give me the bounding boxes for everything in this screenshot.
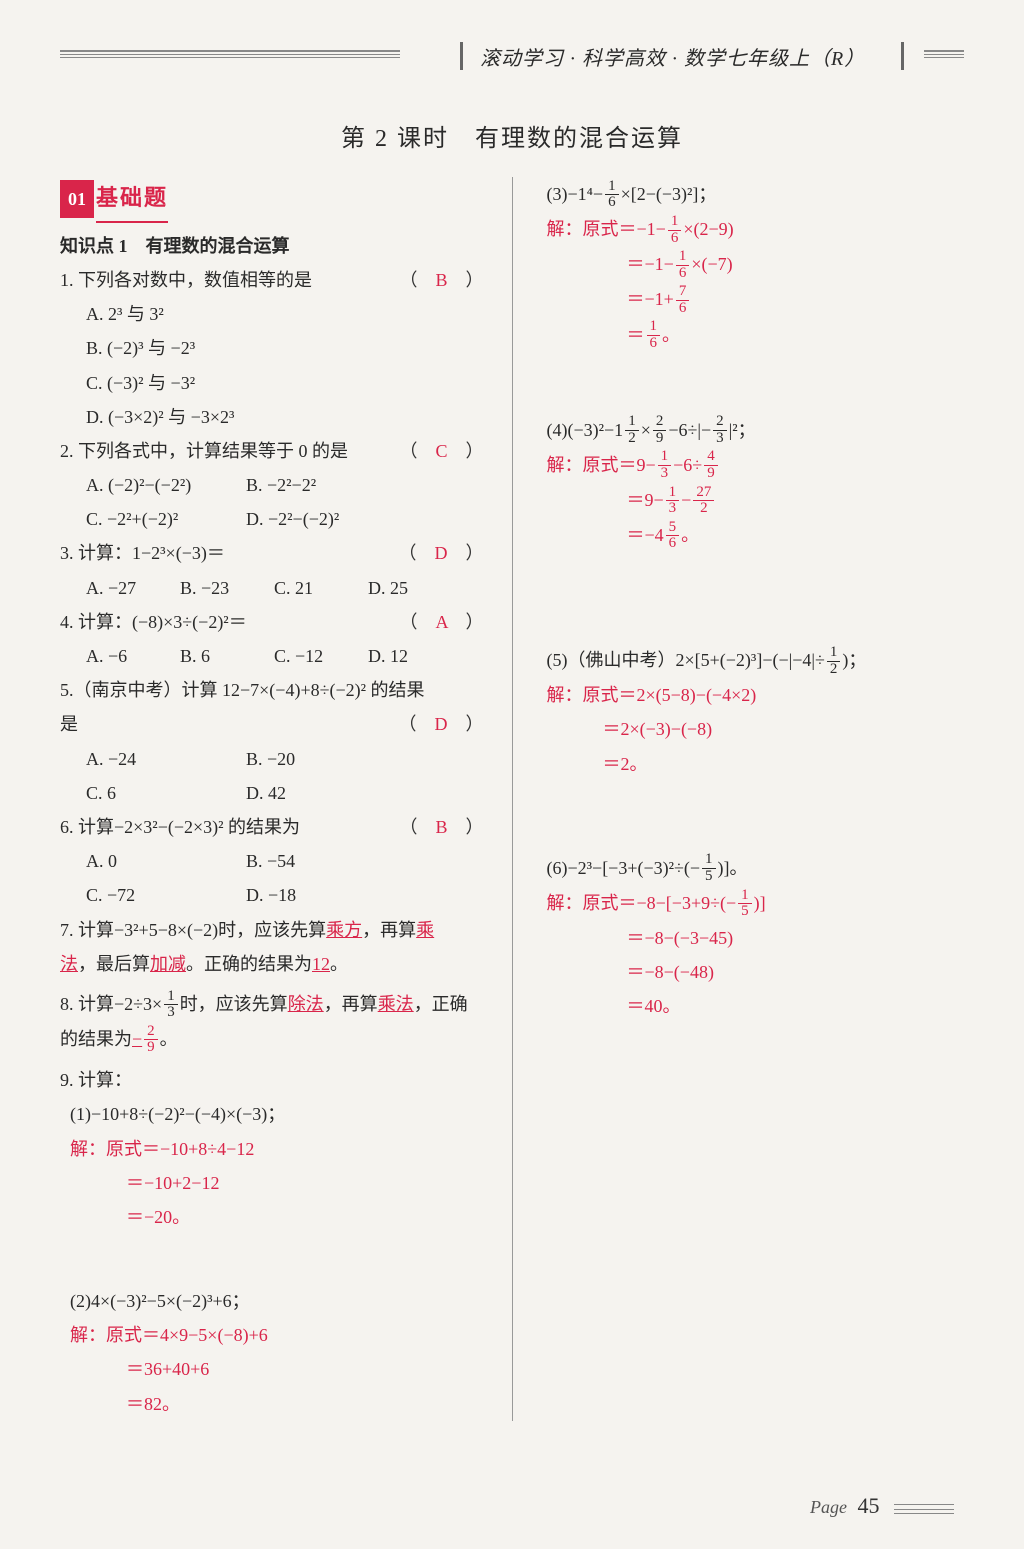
q9-part4-expr: (4)(−3)²−112×29−6÷|−23|²；	[537, 413, 965, 448]
q8-blank1: 除法	[288, 994, 324, 1014]
left-column: 01基础题 知识点 1 有理数的混合运算 1. 下列各对数中，数值相等的是 （ …	[60, 177, 488, 1421]
answer-paren: （ D ）	[399, 536, 484, 570]
page-number: 45	[858, 1493, 880, 1518]
header-rule-left	[60, 50, 400, 58]
question-8: 8. 计算−2÷3×13时，应该先算除法，再算乘法，正确 的结果为−29。	[60, 987, 488, 1057]
q2-answer: C	[435, 441, 447, 461]
q6-answer: B	[435, 817, 447, 837]
q4-opts: A. −6B. 6C. −12D. 12	[60, 639, 488, 673]
q9-p2-s3: ＝82。	[60, 1387, 488, 1421]
q5-answer: D	[435, 714, 448, 734]
question-5: 5.（南京中考）计算 12−7×(−4)+8÷(−2)² 的结果 是 （ D ）	[60, 673, 488, 741]
q7-blank1: 乘方	[326, 920, 362, 940]
running-title: 滚动学习 · 科学高效 · 数学七年级上（R）	[480, 42, 865, 71]
q7-blank4: 12	[312, 954, 330, 974]
question-4: 4. 计算：(−8)×3÷(−2)²＝ （ A ）	[60, 605, 488, 639]
q6-stem: 6. 计算−2×3²−(−2×3)² 的结果为	[60, 817, 300, 837]
answer-paren: （ C ）	[399, 434, 483, 468]
q5-stem-b-line: 是 （ D ）	[60, 707, 488, 741]
p6-s1: 解：原式＝−8−[−3+9÷(−15)]	[537, 886, 965, 921]
q9-p1-s1: 解：原式＝−10+8÷4−12	[60, 1132, 488, 1166]
q6-opts-ab: A. 0B. −54	[60, 844, 488, 878]
knowledge-point: 知识点 1 有理数的混合运算	[60, 229, 488, 263]
q1-stem: 1. 下列各对数中，数值相等的是	[60, 270, 312, 290]
footer-label: Page	[810, 1497, 847, 1517]
p5-s3: ＝2。	[537, 747, 965, 781]
right-column: (3)−1⁴−16×[2−(−3)²]； 解：原式＝−1−16×(2−9) ＝−…	[537, 177, 965, 1421]
footer-rule	[894, 1504, 954, 1514]
q3-stem: 3. 计算：1−2³×(−3)＝	[60, 543, 225, 563]
q7-blank2: 乘	[416, 920, 434, 940]
q9-part5-expr: (5)（佛山中考）2×[5+(−2)³]−(−|−4|÷12)；	[537, 643, 965, 678]
p5-s1: 解：原式＝2×(5−8)−(−4×2)	[537, 678, 965, 712]
q7-blank3: 加减	[150, 954, 186, 974]
answer-paren: （ B ）	[399, 810, 483, 844]
q9-part3-expr: (3)−1⁴−16×[2−(−3)²]；	[537, 177, 965, 212]
q2-stem: 2. 下列各式中，计算结果等于 0 的是	[60, 441, 348, 461]
content-area: 01基础题 知识点 1 有理数的混合运算 1. 下列各对数中，数值相等的是 （ …	[60, 177, 964, 1421]
q2-opts-ab: A. (−2)²−(−2²)B. −2²−2²	[60, 468, 488, 502]
q9-p2-s2: ＝36+40+6	[60, 1352, 488, 1386]
q1-opt-c: C. (−3)² 与 −3²	[60, 366, 488, 400]
q1-opt-a: A. 2³ 与 3²	[60, 297, 488, 331]
section-header: 01基础题	[60, 177, 488, 223]
q9-part2-expr: (2)4×(−3)²−5×(−2)³+6；	[60, 1284, 488, 1318]
q9-p1-s2: ＝−10+2−12	[60, 1166, 488, 1200]
p3-s4: ＝16。	[537, 318, 965, 353]
lecture-title: 第 2 课时 有理数的混合运算	[60, 118, 964, 153]
q7-blank2b: 法	[60, 954, 78, 974]
page-footer: Page 45	[810, 1493, 954, 1519]
q1-answer: B	[435, 270, 447, 290]
p3-s1: 解：原式＝−1−16×(2−9)	[537, 212, 965, 247]
answer-paren: （ D ）	[399, 707, 484, 741]
p3-s2: ＝−1−16×(−7)	[537, 247, 965, 282]
frac-1-6: 16	[605, 179, 619, 212]
question-3: 3. 计算：1−2³×(−3)＝ （ D ）	[60, 536, 488, 570]
p5-s2: ＝2×(−3)−(−8)	[537, 712, 965, 746]
q1-opt-d: D. (−3×2)² 与 −3×2³	[60, 400, 488, 434]
header-divider	[460, 42, 463, 70]
running-header: 滚动学习 · 科学高效 · 数学七年级上（R）	[60, 0, 964, 90]
q3-opts: A. −27B. −23C. 21D. 25	[60, 571, 488, 605]
answer-paren: （ A ）	[399, 605, 483, 639]
section-badge-num: 01	[60, 180, 94, 218]
column-divider	[512, 177, 513, 1421]
section-badge-label: 基础题	[96, 177, 168, 223]
q9-p2-s1: 解：原式＝4×9−5×(−8)+6	[60, 1318, 488, 1352]
header-divider-right	[901, 42, 904, 70]
q5-opts-cd: C. 6D. 42	[60, 776, 488, 810]
p6-s2: ＝−8−(−3−45)	[537, 921, 965, 955]
question-9: 9. 计算：	[60, 1063, 488, 1097]
question-2: 2. 下列各式中，计算结果等于 0 的是 （ C ）	[60, 434, 488, 468]
q5-stem-a: 5.（南京中考）计算 12−7×(−4)+8÷(−2)² 的结果	[60, 673, 488, 707]
q2-opts-cd: C. −2²+(−2)²D. −2²−(−2)²	[60, 502, 488, 536]
p6-s3: ＝−8−(−48)	[537, 955, 965, 989]
q8-blank2: 乘法	[378, 994, 414, 1014]
q4-stem: 4. 计算：(−8)×3÷(−2)²＝	[60, 612, 247, 632]
q9-part6-expr: (6)−2³−[−3+(−3)²÷(−15)]。	[537, 851, 965, 886]
question-6: 6. 计算−2×3²−(−2×3)² 的结果为 （ B ）	[60, 810, 488, 844]
p4-s3: ＝−456。	[537, 518, 965, 553]
q1-opt-b: B. (−2)³ 与 −2³	[60, 331, 488, 365]
p3-s3: ＝−1+76	[537, 282, 965, 317]
q6-opts-cd: C. −72D. −18	[60, 878, 488, 912]
q9-part1-expr: (1)−10+8÷(−2)²−(−4)×(−3)；	[60, 1097, 488, 1131]
answer-paren: （ B ）	[399, 263, 483, 297]
q8-result: −29	[132, 1029, 160, 1049]
frac-1-3: 13	[164, 989, 178, 1022]
p4-s2: ＝9−13−272	[537, 483, 965, 518]
p6-s4: ＝40。	[537, 989, 965, 1023]
q5-opts-ab: A. −24B. −20	[60, 742, 488, 776]
question-7: 7. 计算−3²+5−8×(−2)时，应该先算乘方，再算乘 法，最后算加减。正确…	[60, 913, 488, 981]
p4-s1: 解：原式＝9−13−6÷49	[537, 448, 965, 483]
question-1: 1. 下列各对数中，数值相等的是 （ B ）	[60, 263, 488, 297]
q3-answer: D	[435, 543, 448, 563]
header-rule-right	[924, 50, 964, 58]
q9-p1-s3: ＝−20。	[60, 1200, 488, 1234]
q5-stem-b: 是	[60, 714, 78, 734]
q4-answer: A	[435, 612, 447, 632]
